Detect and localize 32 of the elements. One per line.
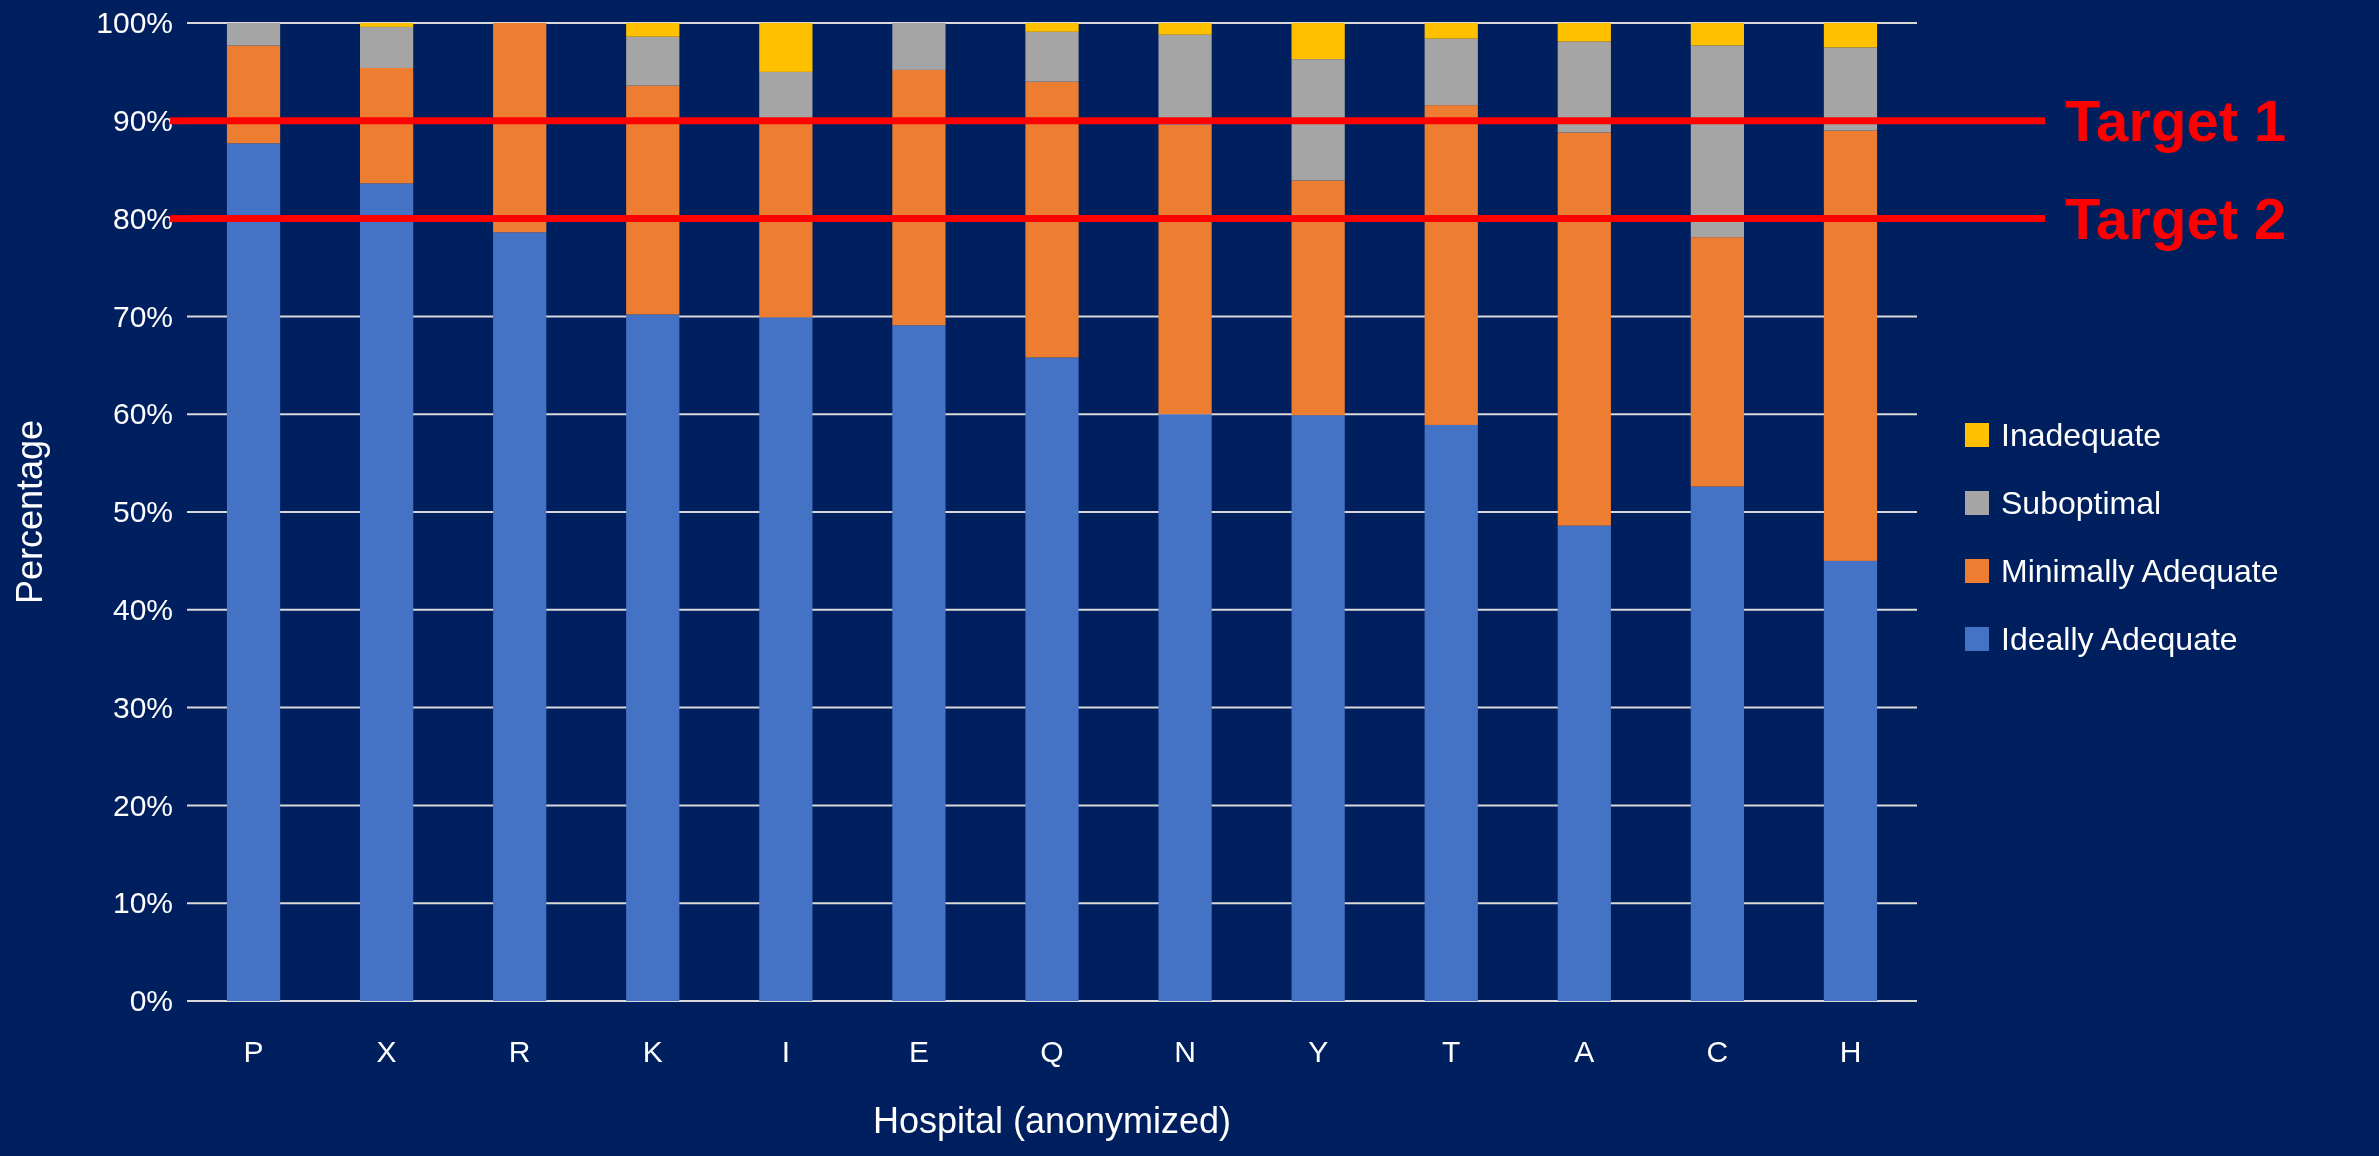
y-axis-title: Percentage xyxy=(9,419,50,605)
y-tick-label: 80% xyxy=(112,201,173,235)
x-tick-label: C xyxy=(1706,1035,1729,1069)
y-tick-label: 70% xyxy=(112,299,173,333)
y-tick-label: 10% xyxy=(112,886,173,920)
x-tick-label: R xyxy=(508,1035,531,1069)
y-tick-label: 60% xyxy=(112,397,173,431)
x-tick-label: P xyxy=(243,1035,264,1069)
legend-label: Minimally Adequate xyxy=(2001,553,2279,590)
y-tick-label: 40% xyxy=(112,592,173,626)
x-axis-title: Hospital (anonymized) xyxy=(872,1100,1232,1141)
x-tick-label: Q xyxy=(1040,1035,1064,1069)
ref-line-label: Target 1 xyxy=(2065,88,2287,154)
x-tick-label: T xyxy=(1442,1035,1461,1069)
legend-label: Suboptimal xyxy=(2001,485,2162,522)
x-tick-label: N xyxy=(1174,1035,1196,1069)
x-tick-label: X xyxy=(376,1035,397,1069)
legend-label: Inadequate xyxy=(2001,417,2162,454)
x-tick-label: Y xyxy=(1308,1035,1329,1069)
x-tick-label: K xyxy=(642,1035,663,1069)
y-tick-label: 50% xyxy=(112,495,173,529)
y-tick-label: 30% xyxy=(112,690,173,724)
x-tick-label: H xyxy=(1839,1035,1862,1069)
y-tick-label: 20% xyxy=(112,788,173,822)
ref-line-label: Target 2 xyxy=(2065,185,2287,251)
x-tick-label: E xyxy=(908,1035,929,1069)
y-tick-label: 100% xyxy=(96,6,173,40)
y-tick-label: 0% xyxy=(129,984,173,1018)
x-tick-label: I xyxy=(781,1035,791,1069)
x-tick-label: A xyxy=(1574,1035,1595,1069)
legend-label: Ideally Adequate xyxy=(2001,621,2238,658)
y-tick-label: 90% xyxy=(112,103,173,137)
